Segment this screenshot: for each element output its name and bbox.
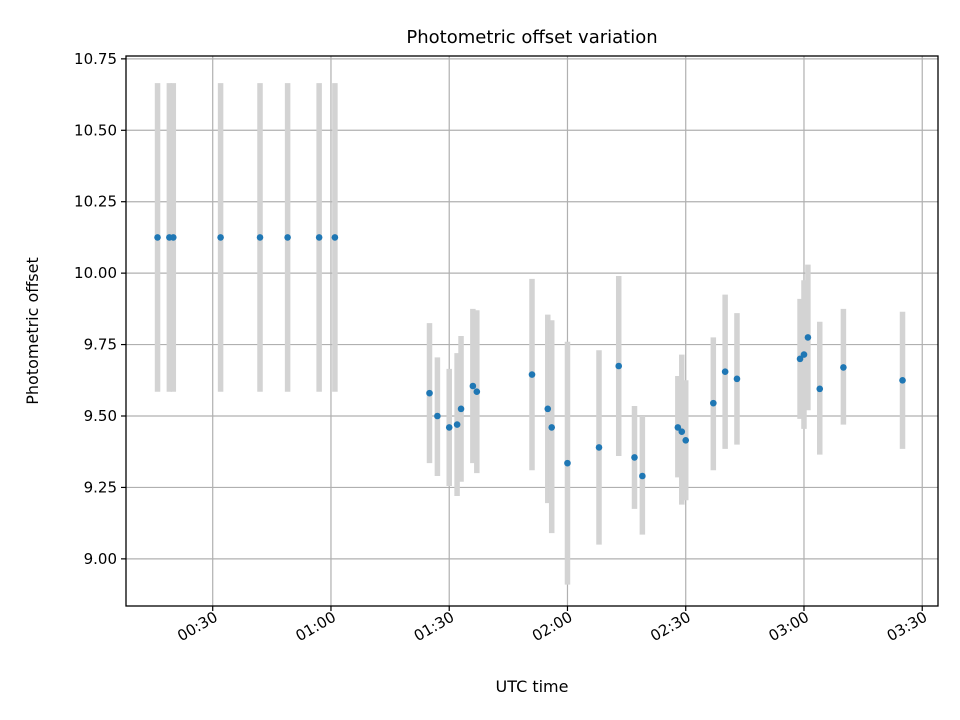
data-point	[682, 436, 690, 444]
data-point	[615, 362, 623, 370]
y-tick-label: 9.75	[84, 336, 117, 354]
data-point	[217, 234, 224, 241]
y-tick-label: 9.25	[84, 478, 117, 496]
data-point	[154, 234, 161, 241]
y-tick-label: 10.50	[74, 121, 117, 139]
y-axis-ticks: 9.00 9.25 9.50 9.75 10.00 10.25 10.50 10.75	[74, 50, 126, 568]
data-point	[595, 444, 603, 451]
data-point	[548, 424, 556, 431]
y-tick-label: 10.75	[74, 50, 117, 68]
data-point	[445, 424, 453, 431]
data-point	[473, 388, 481, 396]
data-point	[426, 389, 433, 397]
data-points	[154, 234, 906, 480]
data-point	[899, 376, 906, 384]
plot-frame	[125, 55, 939, 607]
y-tick-label: 9.00	[84, 550, 117, 568]
data-point	[170, 234, 177, 241]
data-point	[469, 382, 477, 390]
data-point	[457, 405, 465, 413]
data-point	[256, 234, 264, 241]
data-point	[678, 428, 686, 436]
data-point	[331, 234, 339, 241]
data-point	[564, 459, 571, 467]
y-tick-label: 10.00	[74, 264, 117, 282]
chart-title: Photometric offset variation	[406, 27, 657, 48]
data-point	[840, 364, 847, 371]
data-point	[800, 351, 808, 358]
data-point	[710, 399, 717, 407]
data-point	[544, 405, 552, 413]
data-point	[816, 385, 824, 393]
data-point	[721, 368, 729, 376]
y-tick-label: 10.25	[74, 193, 117, 211]
data-point	[434, 412, 441, 420]
data-point	[639, 472, 646, 480]
y-axis-label: Photometric offset	[23, 257, 42, 405]
data-point	[453, 421, 461, 428]
data-point	[631, 454, 638, 461]
data-point	[796, 355, 804, 363]
data-point	[315, 234, 323, 241]
x-axis-label: UTC time	[496, 677, 569, 696]
y-tick-label: 9.50	[84, 407, 117, 425]
data-point	[528, 371, 536, 378]
data-point	[804, 334, 812, 341]
data-point	[674, 424, 682, 431]
data-point	[733, 375, 741, 383]
data-point	[284, 234, 291, 241]
